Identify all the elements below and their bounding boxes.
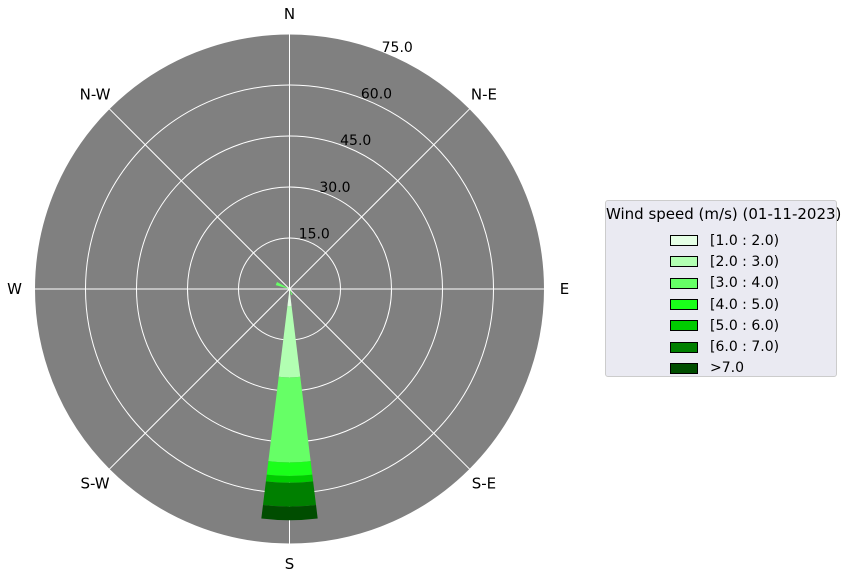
radial-tick-label: 75.0	[382, 40, 413, 56]
legend-swatch	[670, 320, 698, 332]
legend-swatch	[670, 299, 698, 311]
legend-label: [1.0 : 2.0)	[710, 232, 780, 249]
radial-tick-label: 45.0	[340, 133, 371, 149]
grid-spoke	[108, 108, 290, 290]
direction-label: N-W	[80, 86, 111, 104]
grid-spoke	[289, 108, 471, 290]
direction-label: N	[284, 5, 295, 23]
legend-entry: [6.0 : 7.0)	[670, 336, 779, 357]
wind-bar-segment	[262, 481, 317, 507]
legend-entry: [4.0 : 5.0)	[670, 294, 779, 315]
legend-entry: >7.0	[670, 358, 779, 379]
wind-bar-segment	[289, 289, 293, 295]
legend-swatch	[670, 277, 698, 289]
wind-bar-segment	[266, 461, 313, 477]
grid-spoke	[289, 288, 471, 470]
legend-label: [2.0 : 3.0)	[710, 253, 780, 270]
legend-swatch	[670, 235, 698, 247]
legend-label: [4.0 : 5.0)	[710, 296, 780, 313]
legend-entry: [2.0 : 3.0)	[670, 251, 779, 272]
direction-label: E	[560, 280, 569, 298]
legend: Wind speed (m/s) (01-11-2023) [1.0 : 2.0…	[605, 200, 842, 379]
wind-bar-segment	[289, 289, 291, 290]
legend-entry: [3.0 : 4.0)	[670, 273, 779, 294]
direction-label: N-E	[471, 86, 497, 104]
direction-label: S-W	[80, 474, 109, 492]
legend-label: [3.0 : 4.0)	[710, 275, 780, 292]
direction-label: S	[285, 555, 295, 573]
legend-items: [1.0 : 2.0) [2.0 : 3.0) [3.0 : 4.0) [4.0 : …	[670, 230, 779, 379]
radial-tick-label: 30.0	[319, 180, 350, 196]
wind-bar-segment	[278, 305, 301, 378]
wind-bar-segment	[261, 504, 318, 521]
legend-label: [5.0 : 6.0)	[710, 317, 780, 334]
wind-bar-segment	[287, 289, 292, 306]
legend-swatch	[670, 341, 698, 353]
direction-label: S-E	[472, 474, 496, 492]
radial-tick-label: 60.0	[361, 87, 392, 103]
direction-label: W	[7, 280, 22, 298]
legend-label: [6.0 : 7.0)	[710, 339, 780, 356]
wind-bar-segment	[265, 474, 314, 483]
legend-label: >7.0	[710, 360, 744, 377]
legend-title: Wind speed (m/s) (01-11-2023)	[606, 205, 842, 223]
legend-swatch	[670, 362, 698, 374]
legend-entry: [1.0 : 2.0)	[670, 230, 779, 251]
wind-bar-segment	[268, 376, 311, 463]
legend-entry: [5.0 : 6.0)	[670, 315, 779, 336]
radial-tick-label: 15.0	[299, 226, 330, 242]
grid-spoke	[108, 288, 290, 470]
wind-bar-segment	[275, 281, 290, 289]
legend-swatch	[670, 256, 698, 268]
